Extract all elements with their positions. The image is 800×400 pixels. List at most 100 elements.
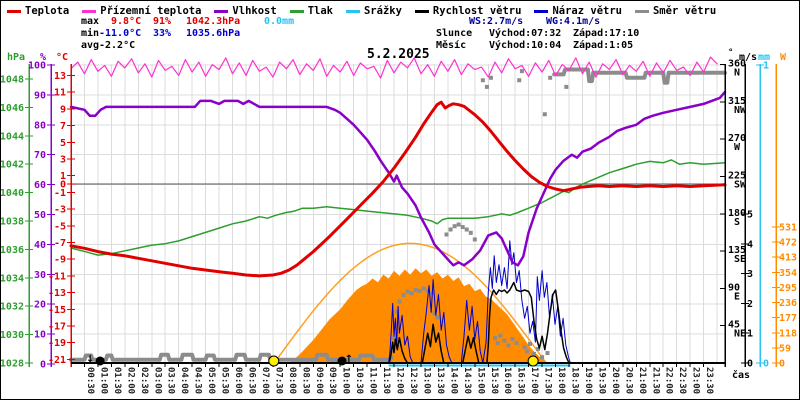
legend-color-dash	[414, 9, 429, 13]
svg-text:1030: 1030	[1, 330, 24, 341]
svg-text:-15: -15	[48, 305, 66, 316]
svg-text:08:00: 08:00	[287, 367, 297, 394]
ms-axis-header: m/s	[739, 52, 758, 63]
mm-axis-header: mm	[758, 52, 771, 63]
svg-text:NW: NW	[734, 105, 747, 116]
svg-text:N: N	[734, 68, 740, 79]
svg-text:1046: 1046	[1, 103, 24, 114]
svg-text:295: 295	[779, 283, 797, 294]
svg-text:7: 7	[60, 121, 66, 132]
svg-text:↑: ↑	[345, 354, 353, 365]
svg-text:W: W	[734, 142, 741, 153]
legend-color-dash	[634, 9, 649, 13]
svg-text:9: 9	[60, 104, 66, 115]
svg-text:100: 100	[28, 61, 46, 72]
svg-text:45: 45	[728, 320, 740, 331]
stat-min-label: min	[81, 28, 100, 39]
stat-min-press: 1035.6hPa	[186, 28, 241, 39]
svg-text:12:30: 12:30	[408, 367, 418, 394]
deg-axis-header: °	[728, 48, 734, 58]
svg-text:-7: -7	[54, 238, 66, 249]
svg-text:01:30: 01:30	[112, 367, 122, 394]
legend-label: Srážky	[363, 5, 402, 17]
svg-text:16:00: 16:00	[502, 367, 512, 394]
svg-text:NE: NE	[734, 329, 746, 340]
svg-text:06:30: 06:30	[246, 367, 256, 394]
stat-wind-speed-max: WS:2.7m/s	[469, 16, 524, 27]
svg-text:413: 413	[779, 253, 797, 264]
svg-text:4: 4	[747, 239, 753, 250]
svg-text:5: 5	[747, 210, 753, 221]
svg-text:-13: -13	[48, 288, 66, 299]
legend-item-2: Vlhkost	[214, 5, 277, 17]
svg-text:22:00: 22:00	[664, 367, 674, 394]
svg-text:09:30: 09:30	[327, 367, 337, 394]
svg-text:08:30: 08:30	[300, 367, 310, 394]
svg-text:1028: 1028	[1, 359, 24, 370]
svg-text:50: 50	[34, 210, 46, 221]
svg-text:3: 3	[747, 269, 753, 280]
legend-label: Rychlost větru	[432, 5, 522, 17]
svg-text:21:30: 21:30	[650, 367, 660, 394]
svg-text:17:00: 17:00	[529, 367, 539, 394]
svg-text:-3: -3	[54, 205, 66, 216]
legend-color-dash	[214, 9, 229, 13]
svg-text:0: 0	[60, 180, 66, 191]
legend-item-3: Tlak	[289, 5, 333, 17]
svg-text:17:30: 17:30	[543, 367, 553, 394]
svg-text:04:00: 04:00	[179, 367, 189, 394]
legend-item-1: Přízemní teplota	[82, 5, 201, 17]
svg-text:00:30: 00:30	[85, 367, 95, 394]
svg-text:135: 135	[728, 245, 746, 256]
svg-text:15:30: 15:30	[489, 367, 499, 394]
svg-text:22:30: 22:30	[677, 367, 687, 394]
stat-avg-label: avg	[81, 40, 100, 51]
svg-text:90: 90	[728, 282, 740, 293]
svg-text:SE: SE	[734, 254, 746, 265]
moonrise-time: Východ:10:04	[489, 40, 562, 51]
svg-text:0: 0	[747, 359, 753, 370]
svg-text:10:30: 10:30	[354, 367, 364, 394]
svg-text:-17: -17	[48, 321, 66, 332]
svg-text:1042: 1042	[1, 160, 24, 171]
stat-avg-temp: -2.2°C	[99, 40, 136, 51]
svg-text:19:00: 19:00	[583, 367, 593, 394]
svg-text:↓: ↓	[86, 354, 94, 365]
svg-text:-5: -5	[54, 221, 66, 232]
pct-axis-header: %	[40, 52, 47, 63]
svg-text:12:00: 12:00	[395, 367, 405, 394]
svg-text:06:00: 06:00	[233, 367, 243, 394]
svg-text:1: 1	[763, 61, 769, 72]
svg-text:236: 236	[779, 298, 797, 309]
svg-text:19:30: 19:30	[596, 367, 606, 394]
svg-text:-11: -11	[48, 271, 66, 282]
time-axis-label: čas	[732, 370, 751, 381]
svg-text:20: 20	[34, 300, 46, 311]
svg-text:0: 0	[40, 360, 46, 371]
svg-text:07:00: 07:00	[260, 367, 270, 394]
legend-item-0: Teplota	[7, 5, 69, 17]
chart-legend: Teplota Přízemní teplota Vlhkost Tlak Srážky…	[7, 5, 716, 17]
svg-text:11:30: 11:30	[381, 367, 391, 394]
svg-text:-21: -21	[48, 355, 66, 366]
sun-label: Slunce	[436, 28, 473, 39]
svg-text:0: 0	[763, 359, 769, 370]
svg-text:315: 315	[728, 96, 746, 107]
legend-color-dash	[345, 9, 360, 13]
svg-text:2: 2	[747, 299, 753, 310]
stat-min-hum: 33%	[153, 28, 172, 39]
svg-text:1038: 1038	[1, 217, 24, 228]
svg-text:16:30: 16:30	[516, 367, 526, 394]
svg-text:02:00: 02:00	[125, 367, 135, 394]
legend-color-dash	[82, 9, 97, 13]
stat-max-temp: 9.8°C	[111, 16, 142, 27]
degc-axis-header: °C	[56, 52, 69, 63]
svg-text:05:30: 05:30	[220, 367, 230, 394]
svg-text:1: 1	[747, 329, 753, 340]
svg-text:1040: 1040	[1, 188, 24, 199]
stat-wind-gust-max: WG:4.1m/s	[546, 16, 601, 27]
svg-text:-9: -9	[54, 255, 66, 266]
svg-text:0: 0	[779, 359, 785, 370]
svg-text:11:00: 11:00	[368, 367, 378, 394]
